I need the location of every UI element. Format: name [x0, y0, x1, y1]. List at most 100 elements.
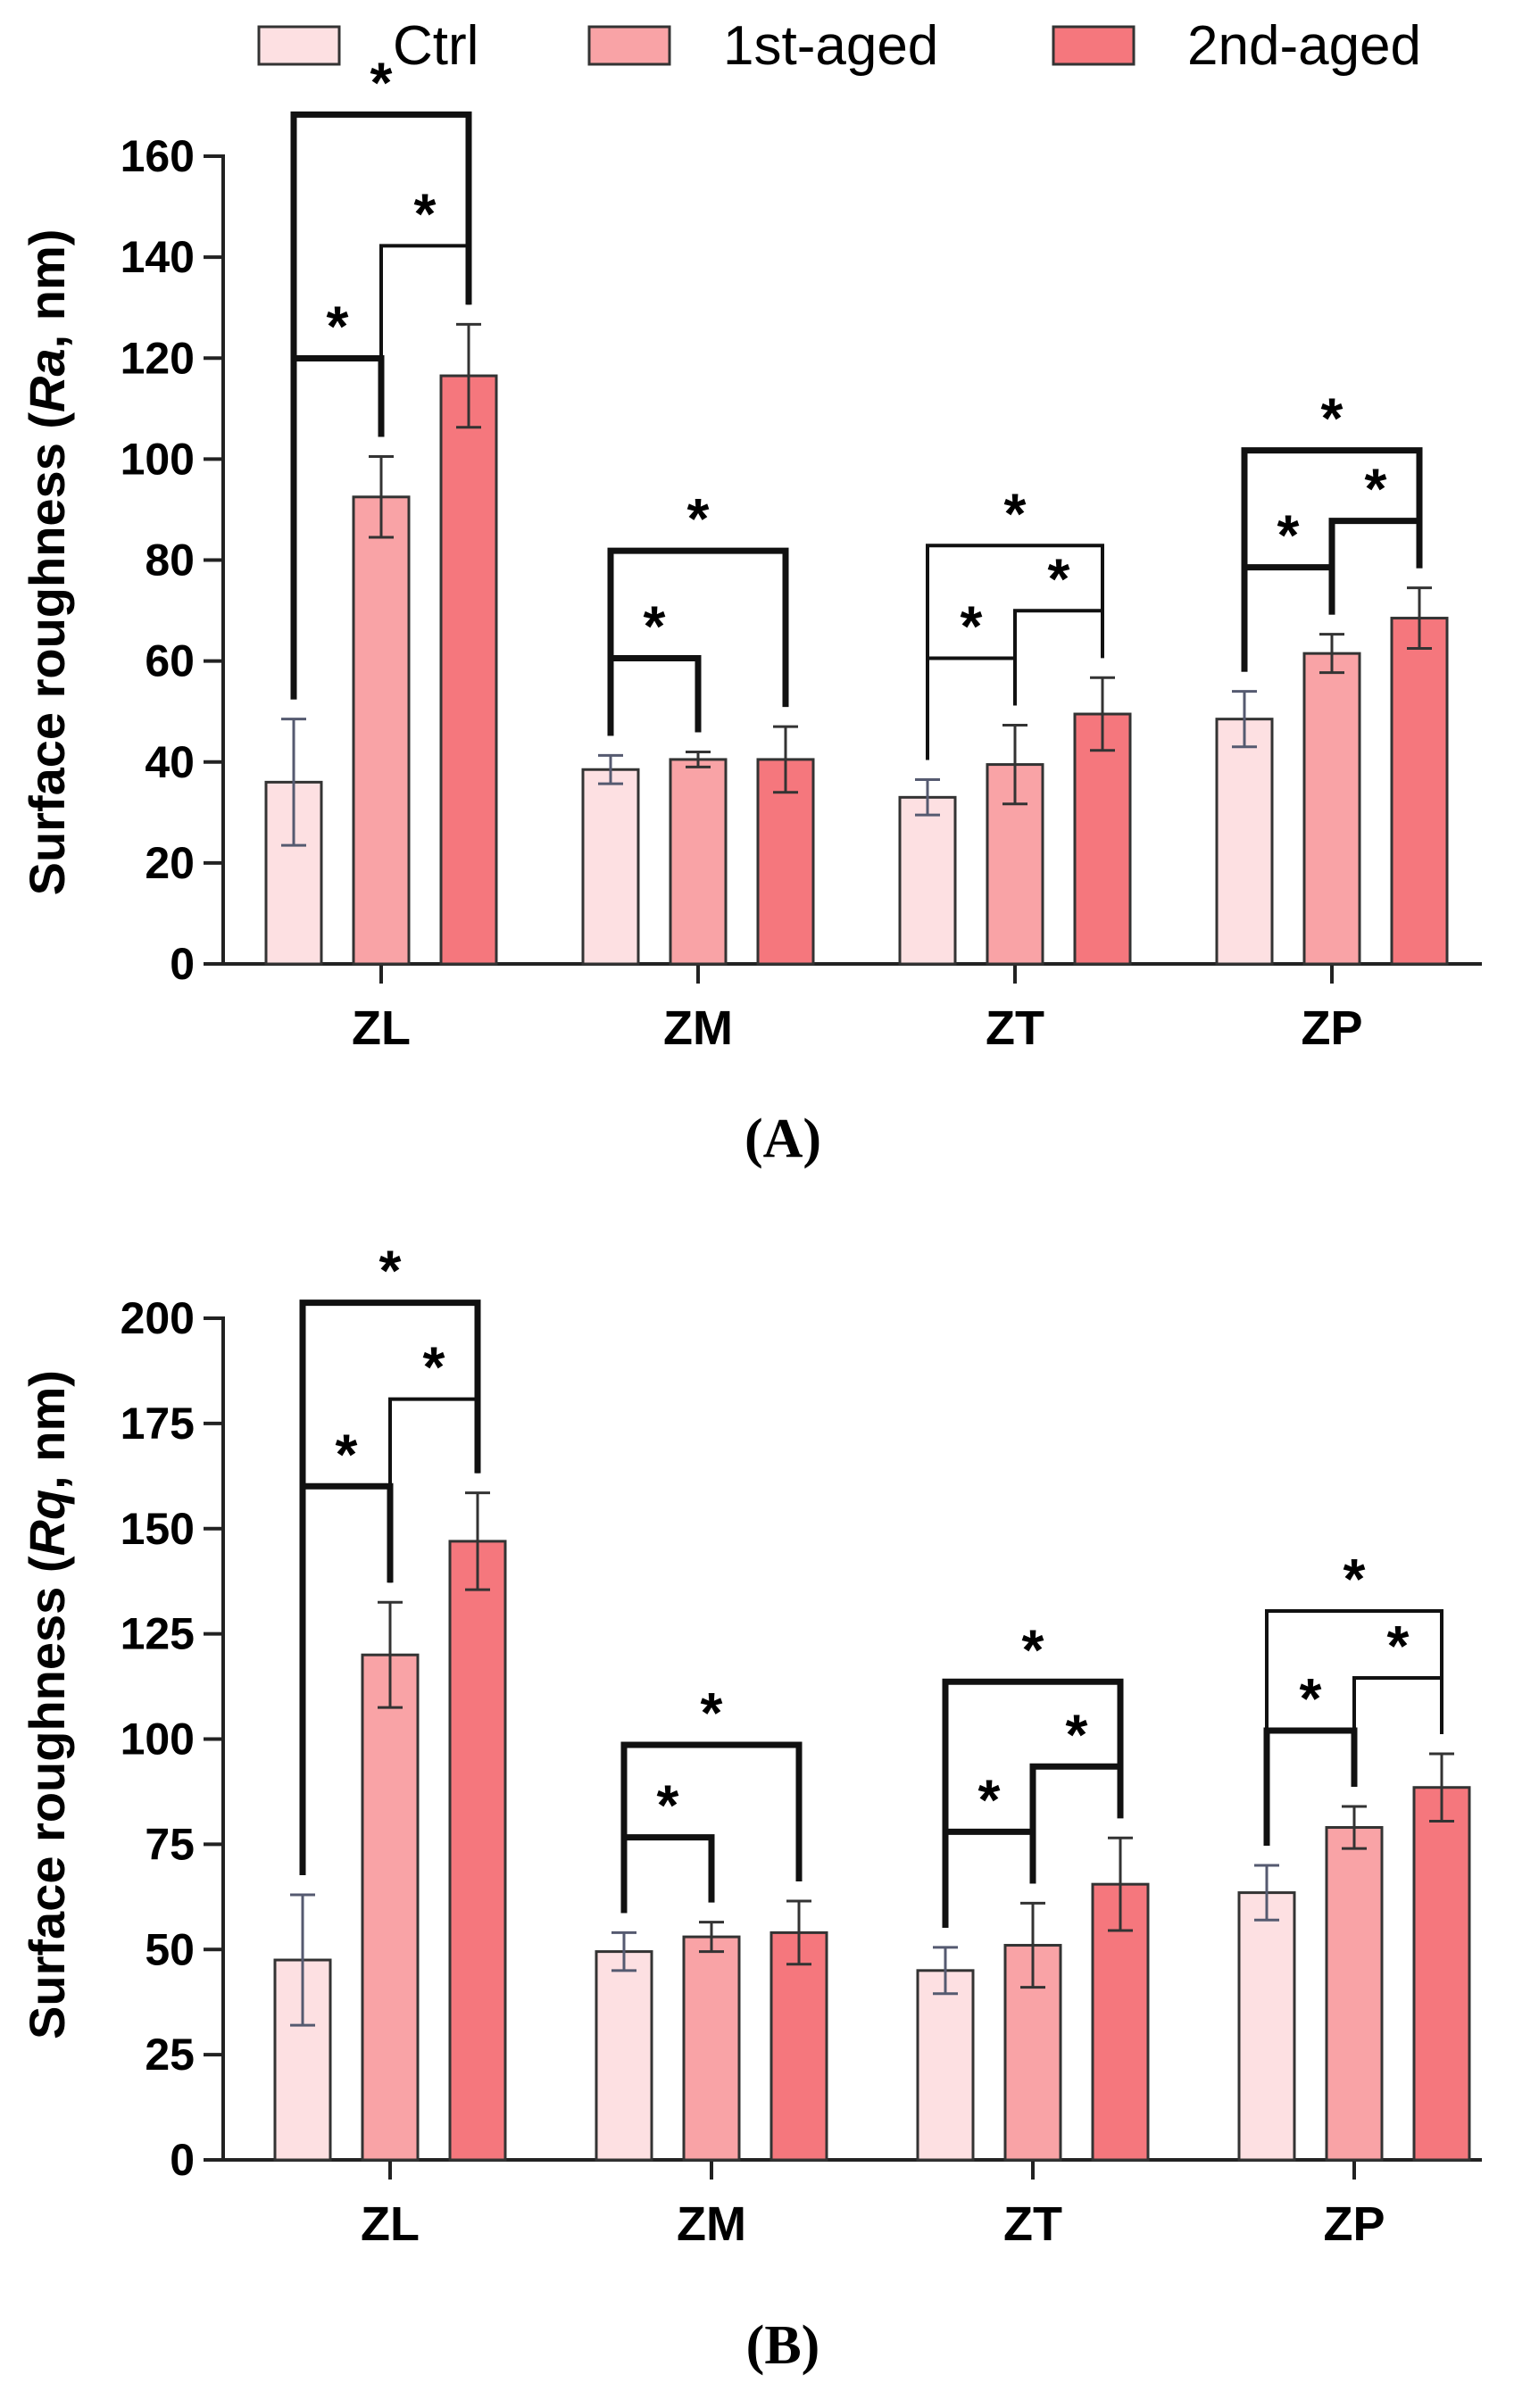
x-tick-label-b-zt: ZT: [1003, 2197, 1062, 2251]
bar-b-zp-ctrl: [1237, 1891, 1296, 2162]
y-tick-label-b-25: 25: [145, 2030, 195, 2080]
bar-a-zl-1st-aged: [352, 495, 411, 966]
significance-bracket-b-zl-3: [299, 1299, 481, 1875]
significance-bracket-a-zm-2: [607, 547, 789, 736]
significance-label-a-zt-1: *: [961, 594, 983, 658]
error-bar-b-zl-1st-aged: [378, 1600, 403, 1709]
bar-a-zt-ctrl: [898, 795, 957, 966]
x-tick-label-b-zp: ZP: [1323, 2197, 1385, 2251]
error-bar-a-zt-2nd-aged: [1090, 676, 1115, 752]
y-axis-title-a-prefix: Surface roughness (: [19, 412, 75, 896]
bar-a-zl-ctrl: [264, 780, 323, 966]
bar-a-zp-ctrl: [1215, 718, 1274, 966]
bar-a-zl-2nd-aged: [439, 374, 498, 966]
error-bar-b-zl-2nd-aged: [465, 1491, 490, 1591]
y-axis-title-b-italic: Rq: [19, 1490, 75, 1557]
legend-swatch-1st-aged: [587, 25, 671, 66]
significance-bracket-a-zt-3: [926, 544, 1104, 760]
significance-label-a-zp-2: *: [1365, 457, 1387, 521]
y-tick-label-b-0: 0: [170, 2135, 195, 2185]
error-bar-b-zt-ctrl: [933, 1946, 958, 1996]
significance-label-b-zt-1: *: [978, 1767, 1001, 1831]
legend-swatch-2nd-aged: [1052, 25, 1136, 66]
error-bar-b-zt-1st-aged: [1020, 1901, 1045, 1989]
error-bar-b-zl-ctrl: [290, 1893, 315, 2027]
y-axis-title-b-prefix: Surface roughness (: [19, 1556, 75, 2039]
significance-label-a-zp-3: *: [1321, 386, 1344, 451]
bar-a-zp-1st-aged: [1302, 652, 1361, 966]
error-bar-b-zm-2nd-aged: [786, 1899, 811, 1966]
x-tick-label-a-zm: ZM: [663, 1001, 733, 1055]
y-tick-label-a-80: 80: [145, 536, 195, 585]
significance-label-a-zl-1: *: [327, 295, 349, 359]
error-bar-a-zp-1st-aged: [1319, 633, 1344, 675]
bar-a-zt-2nd-aged: [1073, 712, 1132, 966]
chart-panel-a: Surface roughness (Ra, nm) (A) 0 20 40 60 80…: [19, 50, 1482, 1169]
legend-label-1st-aged: 1st-aged: [723, 15, 938, 77]
significance-bracket-b-zt-3: [942, 1678, 1124, 1928]
x-tick-label-b-zl: ZL: [361, 2197, 420, 2251]
significance-label-b-zp-3: *: [1344, 1547, 1366, 1611]
significance-label-a-zm-1: *: [644, 594, 666, 658]
y-tick-label-b-125: 125: [121, 1609, 195, 1659]
legend-label-2nd-aged: 2nd-aged: [1187, 15, 1421, 77]
significance-label-b-zl-2: *: [423, 1335, 445, 1399]
panel-label-b: (B): [746, 2315, 820, 2376]
significance-label-b-zm-1: *: [657, 1773, 679, 1838]
y-axis-title-a-italic: Ra: [19, 348, 75, 412]
y-tick-label-b-150: 150: [121, 1504, 195, 1554]
error-bar-a-zm-1st-aged: [686, 750, 711, 768]
y-tick-label-a-20: 20: [145, 838, 195, 888]
x-tick-label-b-zm: ZM: [677, 2197, 746, 2251]
bar-b-zl-2nd-aged: [448, 1540, 507, 2162]
significance-bracket-a-zp-3: [1241, 447, 1423, 672]
significance-label-b-zm-2: *: [701, 1681, 723, 1745]
y-axis-title-b: Surface roughness (Rq, nm): [19, 1370, 75, 2039]
significance-label-b-zt-2: *: [1066, 1702, 1088, 1766]
bar-a-zm-ctrl: [581, 768, 640, 966]
y-tick-label-a-60: 60: [145, 636, 195, 686]
error-bar-a-zp-ctrl: [1232, 690, 1257, 749]
y-tick-label-b-175: 175: [121, 1399, 195, 1449]
significance-label-a-zl-2: *: [414, 181, 437, 245]
significance-label-a-zm-2: *: [687, 486, 710, 551]
error-bar-a-zp-2nd-aged: [1407, 586, 1432, 650]
significance-label-a-zt-2: *: [1048, 546, 1070, 610]
legend-label-ctrl: Ctrl: [393, 15, 478, 77]
error-bar-b-zm-1st-aged: [699, 1921, 724, 1954]
y-tick-label-b-75: 75: [145, 1819, 195, 1869]
error-bar-a-zt-ctrl: [915, 778, 940, 817]
error-bar-b-zp-1st-aged: [1342, 1805, 1367, 1850]
panel-label-a: (A): [745, 1109, 821, 1169]
error-bar-b-zp-ctrl: [1254, 1864, 1279, 1922]
significance-label-b-zl-1: *: [336, 1422, 358, 1486]
error-bar-a-zl-1st-aged: [369, 455, 394, 539]
error-bar-b-zm-ctrl: [611, 1931, 636, 1972]
x-tick-label-a-zt: ZT: [986, 1001, 1044, 1055]
bar-a-zm-2nd-aged: [756, 758, 815, 966]
bar-b-zp-1st-aged: [1325, 1826, 1384, 2162]
significance-label-b-zl-3: *: [379, 1239, 402, 1303]
y-tick-label-a-0: 0: [170, 939, 195, 989]
legend: Ctrl 1st-aged 2nd-aged: [257, 15, 1421, 77]
y-axis-title-a: Surface roughness (Ra, nm): [19, 229, 75, 896]
significance-bracket-a-zl-3: [290, 111, 472, 700]
legend-swatch-ctrl: [257, 25, 341, 66]
y-axis-title-b-suffix: , nm): [19, 1370, 75, 1490]
error-bar-a-zl-2nd-aged: [456, 322, 481, 429]
bar-b-zp-2nd-aged: [1412, 1786, 1471, 2162]
significance-label-a-zl-3: *: [370, 50, 393, 114]
bar-b-zl-1st-aged: [361, 1653, 420, 2162]
significance-label-b-zt-3: *: [1022, 1617, 1044, 1681]
bar-a-zm-1st-aged: [669, 758, 728, 966]
y-tick-label-a-40: 40: [145, 737, 195, 787]
x-tick-label-a-zp: ZP: [1301, 1001, 1362, 1055]
y-tick-label-b-200: 200: [121, 1293, 195, 1343]
y-tick-label-b-50: 50: [145, 1924, 195, 1974]
x-tick-label-a-zl: ZL: [352, 1001, 411, 1055]
significance-label-b-zp-2: *: [1387, 1614, 1410, 1678]
significance-bracket-b-zm-2: [620, 1741, 803, 1914]
error-bar-a-zl-ctrl: [281, 718, 306, 847]
